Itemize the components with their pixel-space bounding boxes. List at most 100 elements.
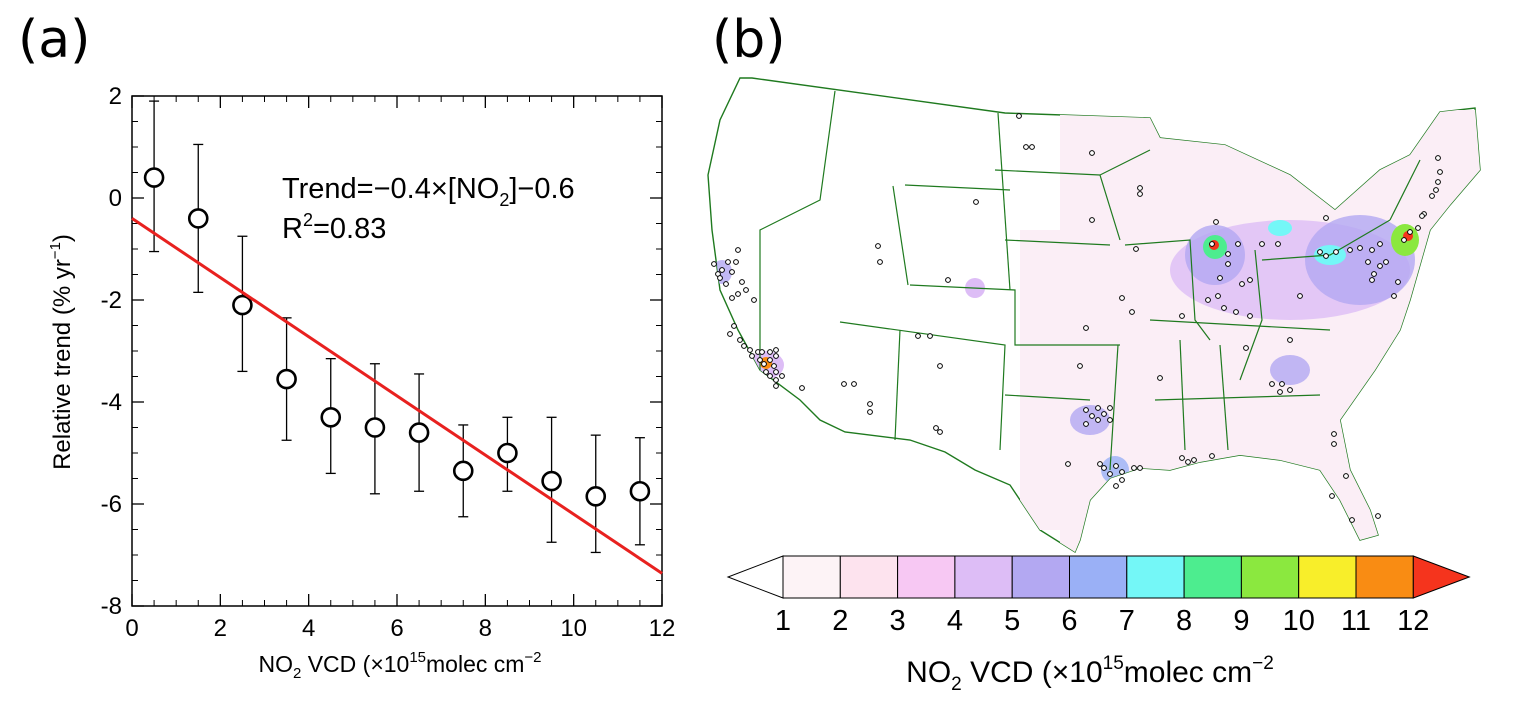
data-point <box>187 208 209 229</box>
colorbar-tick-label: 1 <box>775 605 791 637</box>
site-marker <box>1235 241 1241 247</box>
site-marker <box>937 429 943 435</box>
fit-line <box>131 217 663 575</box>
site-marker <box>1323 253 1329 259</box>
site-marker <box>1435 155 1441 161</box>
site-marker <box>1433 187 1439 193</box>
site-marker <box>711 261 717 267</box>
site-marker <box>1113 483 1119 489</box>
site-marker <box>779 373 785 379</box>
site-marker <box>1107 417 1113 423</box>
colorbar-tick-label: 9 <box>1233 605 1249 637</box>
site-marker <box>1129 309 1135 315</box>
site-marker <box>1331 431 1337 437</box>
site-marker <box>1419 213 1425 219</box>
site-marker <box>1107 471 1113 477</box>
site-marker <box>1095 405 1101 411</box>
site-marker <box>1119 477 1125 483</box>
monitoring-sites <box>711 113 1443 523</box>
colorbar-tick-labels: 1 2 3 4 5 6 7 8 9 10 11 12 <box>775 605 1430 637</box>
data-points <box>143 167 651 507</box>
site-marker <box>1239 281 1245 287</box>
colorbar <box>726 555 1471 599</box>
data-point <box>232 294 253 316</box>
site-marker <box>743 287 749 293</box>
panel-a-label: (a) <box>18 10 91 70</box>
site-marker <box>1089 413 1095 419</box>
site-marker <box>1137 185 1143 191</box>
site-marker <box>1213 219 1219 225</box>
regression-line <box>131 217 663 575</box>
site-marker <box>1391 293 1397 299</box>
colorbar-over-arrow <box>1412 555 1471 599</box>
site-marker <box>1065 461 1071 467</box>
site-marker <box>719 267 725 273</box>
site-marker <box>729 269 735 275</box>
site-marker <box>1137 465 1143 471</box>
site-marker <box>1095 417 1101 423</box>
site-marker <box>1369 247 1375 253</box>
colorbar-tick-label: 2 <box>832 605 848 637</box>
site-marker <box>1179 455 1185 461</box>
axis-ticks: 0 2 4 6 8 10 12 -8 -6 -4 -2 0 2 <box>101 83 676 642</box>
site-marker <box>1377 263 1383 269</box>
site-marker <box>773 369 779 375</box>
site-marker <box>927 333 933 339</box>
data-point <box>497 442 518 464</box>
site-marker <box>1331 441 1337 447</box>
site-marker <box>1101 465 1107 471</box>
colorbar-tick-label: 10 <box>1283 605 1315 637</box>
site-marker <box>1317 249 1323 255</box>
site-marker <box>851 381 857 387</box>
site-marker <box>1243 345 1249 351</box>
site-marker <box>945 277 951 283</box>
data-point <box>320 406 342 428</box>
site-marker <box>1077 363 1083 369</box>
site-marker <box>767 357 773 363</box>
site-marker <box>1383 259 1389 265</box>
site-marker <box>915 333 921 339</box>
y-tick-label: 0 <box>109 185 122 212</box>
data-point <box>585 486 607 507</box>
data-point <box>143 167 165 188</box>
site-marker <box>747 347 753 353</box>
site-marker <box>1101 411 1107 417</box>
site-marker <box>1179 313 1185 319</box>
y-tick-label: -6 <box>101 491 122 518</box>
x-tick-label: 0 <box>125 615 138 642</box>
site-marker <box>1357 245 1363 251</box>
y-tick-label: -4 <box>101 389 122 416</box>
fit-equation: Trend=−0.4×[NO2]−0.6 <box>282 173 575 210</box>
site-marker <box>1209 453 1215 459</box>
state-borders <box>759 90 1421 471</box>
data-point <box>408 422 430 443</box>
x-tick-label: 12 <box>649 615 676 642</box>
site-marker <box>1247 277 1253 283</box>
data-point <box>541 470 562 492</box>
site-marker <box>1083 407 1089 413</box>
site-marker <box>1407 229 1413 235</box>
site-marker <box>751 297 757 303</box>
site-marker <box>731 323 737 329</box>
colorbar-tick-label: 6 <box>1061 605 1077 637</box>
site-marker <box>727 331 733 337</box>
site-marker <box>1377 241 1383 247</box>
site-marker <box>1089 150 1095 156</box>
site-marker <box>773 377 779 383</box>
data-point <box>629 480 651 502</box>
site-marker <box>733 259 739 265</box>
y-tick-label: -2 <box>101 287 122 314</box>
site-marker <box>1329 493 1335 499</box>
site-marker <box>937 363 943 369</box>
site-marker <box>841 381 847 387</box>
site-marker <box>933 425 939 431</box>
site-marker <box>1371 271 1377 277</box>
site-marker <box>1349 517 1355 523</box>
site-marker <box>1029 144 1035 150</box>
colorbar-segment <box>1298 555 1357 599</box>
r-squared-label: R2=0.83 <box>282 210 386 245</box>
site-marker <box>739 279 745 285</box>
site-marker <box>1119 469 1125 475</box>
site-marker <box>1343 473 1349 479</box>
site-marker <box>1016 113 1022 119</box>
